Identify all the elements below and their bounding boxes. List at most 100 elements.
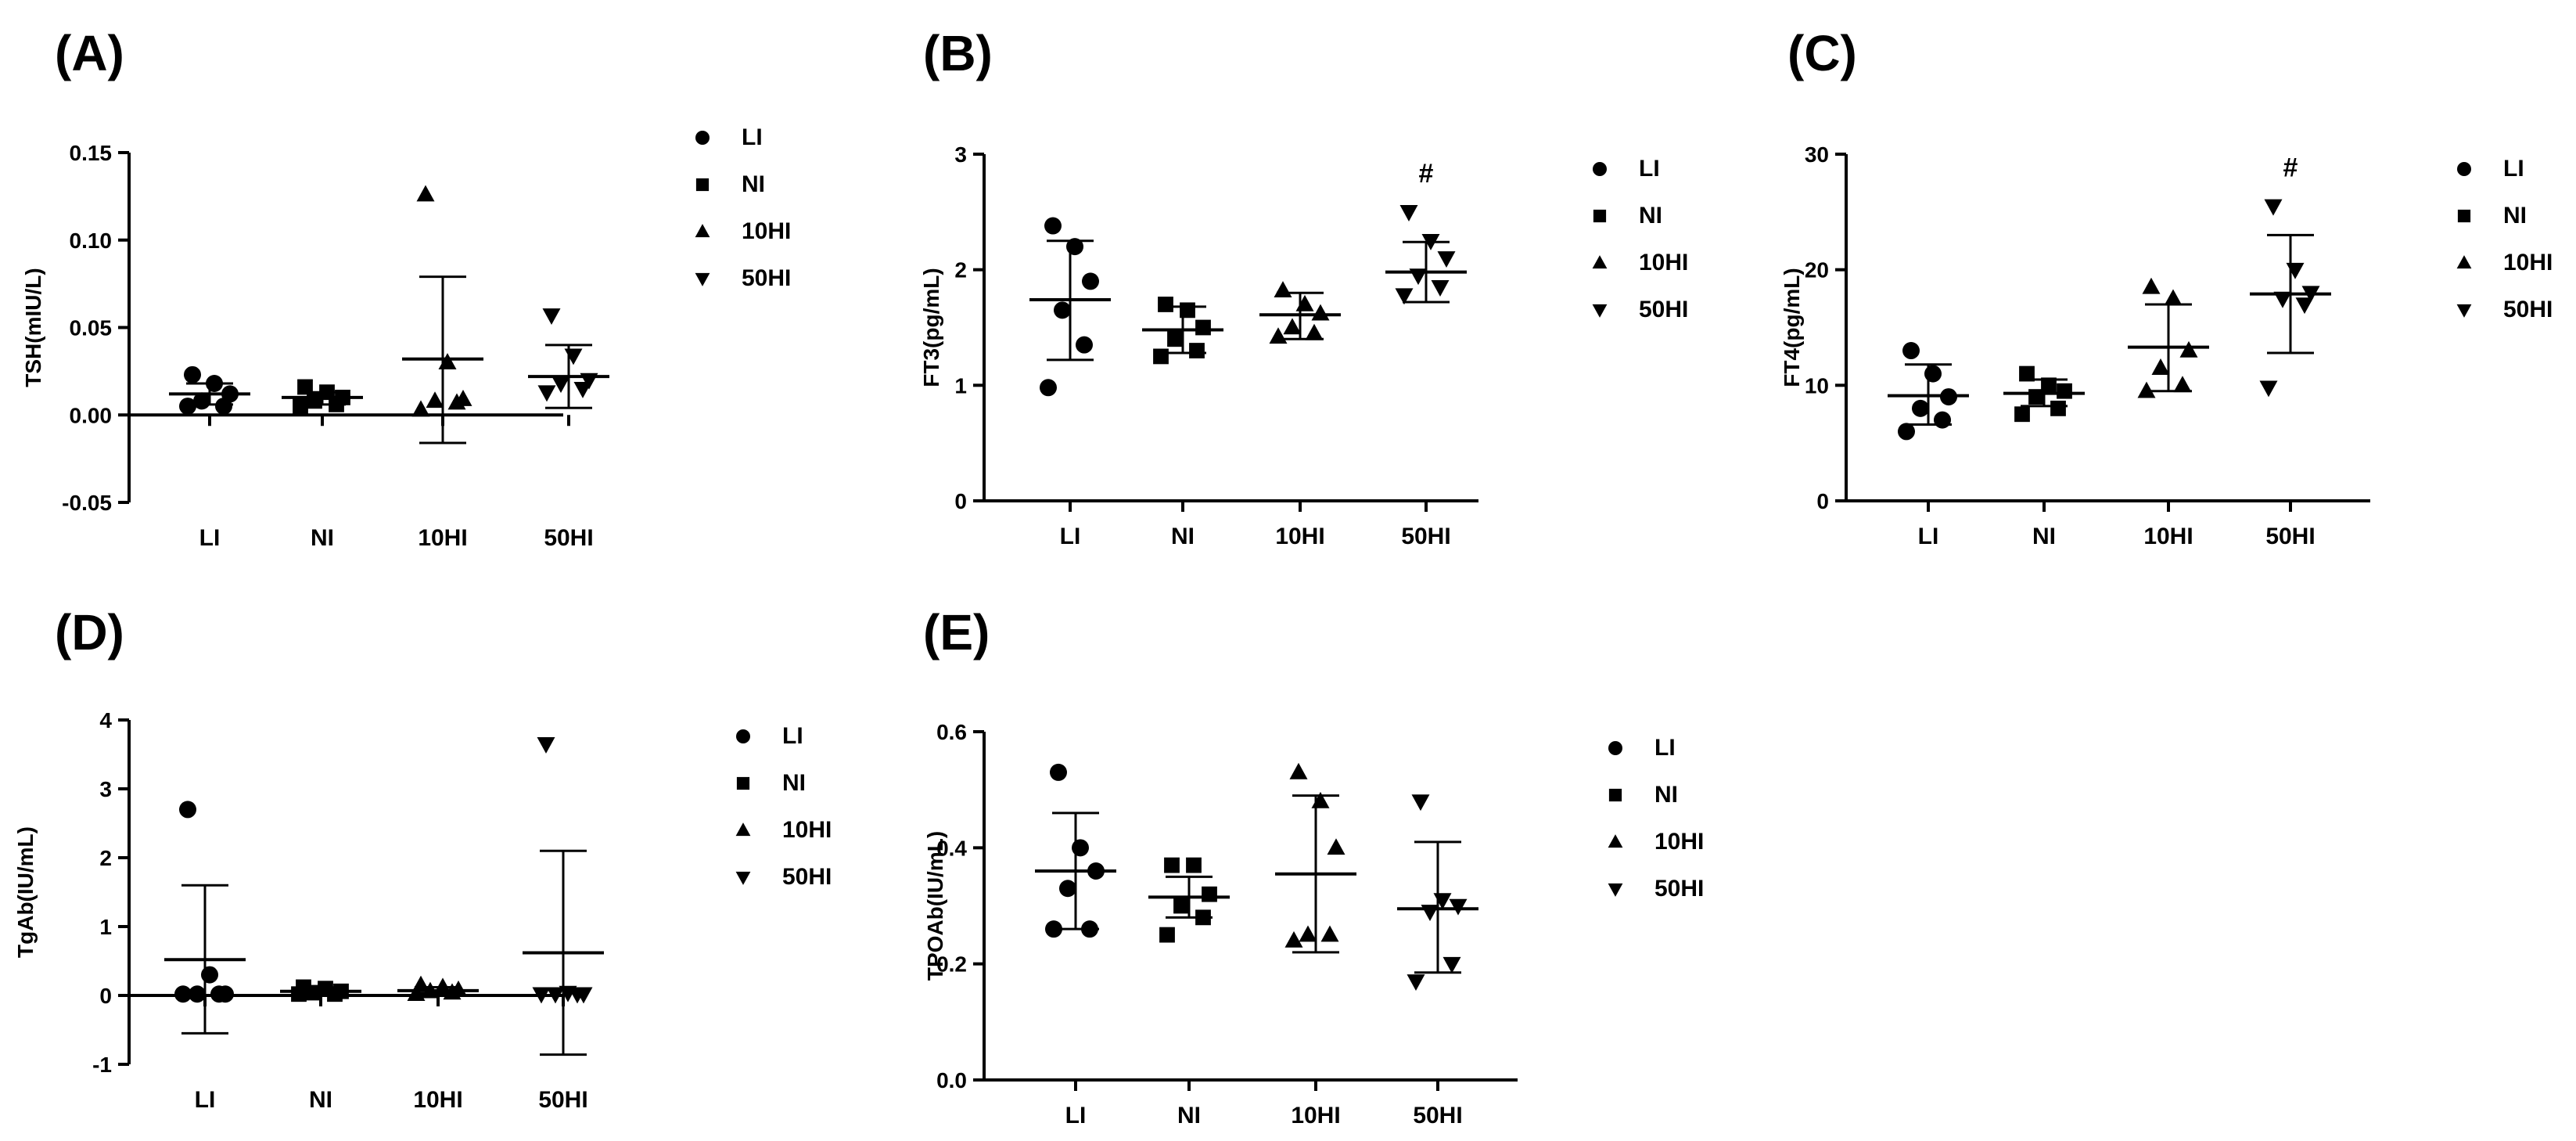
data-point bbox=[1320, 925, 1339, 942]
x-tick-label: LI bbox=[1065, 1103, 1087, 1128]
data-point bbox=[293, 398, 308, 414]
legend-label: NI bbox=[742, 171, 765, 197]
panel-label: (D) bbox=[55, 604, 124, 660]
data-point bbox=[1189, 343, 1205, 358]
data-point bbox=[2259, 380, 2278, 398]
y-tick-label: 4 bbox=[99, 708, 112, 732]
y-tick-label: 0.2 bbox=[936, 952, 967, 977]
legend-marker bbox=[1592, 304, 1608, 318]
significance-mark: # bbox=[1419, 159, 1434, 189]
legend-marker bbox=[735, 871, 751, 885]
legend-label: 50HI bbox=[742, 265, 791, 291]
y-tick-label: 0.4 bbox=[936, 836, 967, 860]
data-point bbox=[1437, 251, 1456, 268]
x-tick-label: 10HI bbox=[1275, 524, 1324, 549]
y-axis-label: FT4(pg/mL) bbox=[1780, 268, 1804, 387]
data-point bbox=[1289, 762, 1308, 779]
data-point bbox=[1295, 294, 1314, 311]
legend-marker bbox=[1593, 209, 1607, 223]
legend-marker bbox=[1608, 834, 1623, 848]
legend-marker bbox=[1592, 255, 1608, 269]
legend-marker bbox=[695, 178, 710, 192]
legend-label: 10HI bbox=[2503, 250, 2553, 275]
data-point bbox=[1399, 205, 1418, 221]
x-tick-label: 10HI bbox=[1291, 1103, 1340, 1128]
data-point bbox=[1305, 323, 1324, 340]
panel-label: (E) bbox=[923, 604, 990, 660]
data-point bbox=[1284, 930, 1303, 948]
legend-marker bbox=[2457, 162, 2471, 176]
x-tick-label: 50HI bbox=[544, 525, 593, 551]
data-point bbox=[1283, 318, 1302, 335]
data-point bbox=[2028, 389, 2044, 405]
data-point bbox=[1299, 925, 1317, 942]
legend-label: LI bbox=[2503, 156, 2524, 182]
legend-marker bbox=[695, 272, 710, 286]
data-point bbox=[411, 400, 430, 417]
y-axis-label: FT3(pg/mL) bbox=[919, 268, 943, 387]
chart-panel-4: (D) -1 0 1 2 3 4 TgAb(IU/mL) LI NI 10HI 50HI LI NI 10H… bbox=[13, 604, 832, 1113]
y-tick-label: -0.05 bbox=[62, 491, 112, 515]
data-point bbox=[1167, 331, 1183, 347]
significance-mark: # bbox=[2283, 153, 2298, 182]
legend-marker bbox=[736, 776, 750, 790]
y-tick-label: 0.00 bbox=[70, 403, 113, 427]
data-point bbox=[1072, 839, 1089, 857]
data-point bbox=[1407, 974, 1425, 992]
data-point bbox=[1898, 423, 1915, 441]
data-point bbox=[1044, 217, 1062, 235]
legend-label: NI bbox=[2503, 203, 2527, 229]
data-point bbox=[2057, 383, 2072, 399]
data-point bbox=[2142, 277, 2161, 294]
data-point bbox=[215, 398, 232, 416]
x-tick-label: 50HI bbox=[1401, 524, 1450, 549]
x-tick-label: 10HI bbox=[418, 525, 467, 551]
data-point bbox=[573, 381, 592, 398]
data-point bbox=[537, 385, 556, 402]
legend-label: LI bbox=[1654, 735, 1676, 761]
data-point bbox=[1164, 857, 1180, 873]
data-point bbox=[1924, 365, 1942, 383]
y-tick-label: 0.15 bbox=[70, 141, 113, 165]
x-tick-label: NI bbox=[309, 1087, 332, 1113]
data-point bbox=[184, 365, 201, 383]
data-point bbox=[1395, 288, 1414, 305]
data-point bbox=[2019, 365, 2035, 382]
data-point bbox=[2151, 358, 2170, 375]
data-point bbox=[307, 393, 322, 409]
legend-label: 10HI bbox=[1654, 829, 1704, 855]
data-point bbox=[210, 985, 228, 1003]
x-tick-label: LI bbox=[199, 525, 221, 551]
data-point bbox=[568, 987, 587, 1004]
legend-label: 10HI bbox=[1639, 250, 1688, 275]
data-point bbox=[2164, 289, 2183, 306]
data-point bbox=[1934, 411, 1951, 429]
y-tick-label: 10 bbox=[1805, 373, 1829, 398]
panel-label: (A) bbox=[55, 25, 124, 81]
data-point bbox=[179, 398, 196, 416]
legend-marker bbox=[1593, 162, 1607, 176]
data-point bbox=[1449, 898, 1468, 916]
data-point bbox=[1327, 838, 1345, 855]
data-point bbox=[2264, 199, 2283, 216]
data-point bbox=[179, 801, 196, 819]
y-axis-label: TPOAb(IU/mL) bbox=[923, 831, 947, 981]
y-tick-label: 1 bbox=[99, 915, 112, 939]
y-tick-label: 0.0 bbox=[936, 1068, 967, 1092]
legend-marker bbox=[2456, 304, 2472, 318]
x-tick-label: NI bbox=[2032, 524, 2056, 549]
data-point bbox=[189, 985, 206, 1003]
data-point bbox=[1054, 301, 1071, 319]
y-tick-label: 0.05 bbox=[70, 316, 113, 340]
legend-label: LI bbox=[1639, 156, 1660, 182]
data-point bbox=[426, 391, 444, 409]
x-tick-label: 50HI bbox=[2265, 524, 2315, 549]
legend: LI NI 10HI 50HI bbox=[2456, 156, 2553, 322]
data-point bbox=[1902, 342, 1920, 360]
data-point bbox=[1082, 272, 1099, 290]
data-point bbox=[447, 393, 466, 410]
y-tick-label: 2 bbox=[954, 258, 967, 283]
data-point bbox=[2173, 376, 2192, 393]
data-point bbox=[532, 987, 551, 1004]
